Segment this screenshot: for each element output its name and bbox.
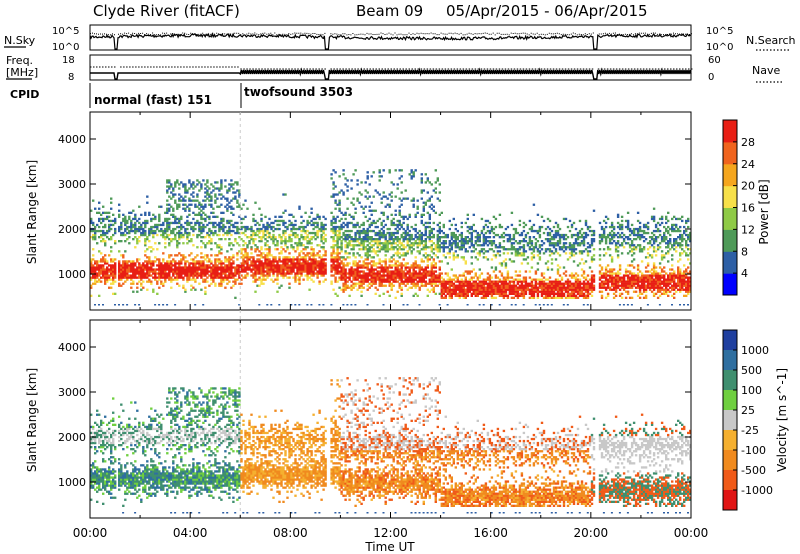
- power-cbar-swatch-2: [723, 229, 737, 252]
- freq-label-line1: Freq.: [6, 54, 33, 67]
- station-title: Clyde River (fitACF): [93, 2, 240, 20]
- power-cbar-tick-4: 20: [741, 180, 755, 193]
- power-cbar-tick-2: 12: [741, 223, 755, 236]
- velocity-cbar-tick-6: -500: [741, 464, 766, 477]
- power-cbar-swatch-6: [723, 141, 737, 165]
- power-cbar-swatch-7: [723, 120, 737, 143]
- noise-right-tick-bottom: 10^0: [706, 42, 733, 53]
- cpid-segment-2: twofsound 3503: [244, 85, 353, 99]
- power-cbar-swatch-1: [723, 251, 737, 274]
- time-tick-1: 04:00: [173, 526, 208, 540]
- velocity-cbar-tick-5: -100: [741, 444, 766, 457]
- noise-search-label: N.Search: [746, 34, 796, 47]
- power-cbar-swatch-3: [723, 207, 737, 230]
- velocity-cbar-tick-0: 1000: [741, 344, 769, 357]
- velocity-cbar-swatch-0: [723, 330, 737, 351]
- freq-right-tick-bottom: 0: [708, 72, 714, 83]
- nave-trace: [90, 66, 693, 70]
- time-tick-5: 20:00: [574, 526, 609, 540]
- time-tick-4: 16:00: [473, 526, 508, 540]
- velocity-panel: 1000 2000 3000 4000 Slant Range [km] 1000 50…: [25, 319, 789, 519]
- velocity-cbar-swatch-6: [723, 450, 737, 471]
- beam-label: Beam 09: [356, 2, 423, 20]
- velocity-ytick-1: 2000: [58, 431, 86, 444]
- velocity-cbar-swatch-4: [723, 410, 737, 431]
- nave-label: Nave: [752, 64, 780, 77]
- velocity-cbar-tick-4: -25: [741, 424, 759, 437]
- noise-search-trace: [90, 32, 692, 36]
- velocity-cbar-tick-7: -1000: [741, 484, 773, 497]
- noise-left-tick-top: 10^5: [52, 26, 79, 37]
- freq-left-tick-top: 18: [62, 55, 75, 66]
- freq-right-tick-top: 60: [708, 55, 721, 66]
- power-cbar-tick-3: 16: [741, 202, 755, 215]
- power-cbar-tick-6: 28: [741, 136, 755, 149]
- power-cbar-tick-5: 24: [741, 158, 755, 171]
- noise-panel: N.Sky 10^5 10^0 10^5 10^0 N.Search: [4, 24, 796, 53]
- cpid-panel: CPID normal (fast) 151 twofsound 3503: [10, 83, 353, 108]
- power-cbar-tick-1: 8: [741, 245, 748, 258]
- power-ytick-3: 4000: [58, 133, 86, 146]
- velocity-cbar-swatch-2: [723, 370, 737, 391]
- power-ylabel: Slant Range [km]: [25, 160, 39, 264]
- freq-left-tick-bottom: 8: [68, 72, 74, 83]
- time-tick-2: 08:00: [273, 526, 308, 540]
- noise-sky-label: N.Sky: [4, 34, 36, 47]
- power-cbar-label: Power [dB]: [757, 179, 771, 244]
- cpid-label: CPID: [10, 88, 39, 101]
- cpid-segment-1: normal (fast) 151: [94, 93, 212, 107]
- velocity-cbar-label: Velocity [m s^-1]: [775, 368, 789, 472]
- velocity-ytick-3: 4000: [58, 341, 86, 354]
- velocity-cbar-swatch-5: [723, 430, 737, 451]
- noise-right-tick-top: 10^5: [706, 26, 733, 37]
- velocity-cbar-swatch-7: [723, 470, 737, 491]
- power-cbar-swatch-5: [723, 163, 737, 187]
- noise-sky-trace: [89, 32, 692, 50]
- velocity-cbar-tick-1: 500: [741, 364, 762, 377]
- power-cbar-swatch-0: [723, 273, 737, 296]
- time-tick-0: 00:00: [73, 526, 108, 540]
- power-panel: 1000 2000 3000 4000 Slant Range [km] 4 8 12 16…: [25, 111, 771, 518]
- time-tick-6: 00:00: [674, 526, 709, 540]
- power-cbar-tick-0: 4: [741, 267, 748, 280]
- time-axis: 00:00 04:00 08:00 12:00 16:00 20:00 00:00: [73, 526, 709, 540]
- velocity-cbar-tick-3: 25: [741, 404, 755, 417]
- date-range: 05/Apr/2015 - 06/Apr/2015: [446, 2, 648, 20]
- freq-label-line2: [MHz]: [6, 66, 38, 79]
- time-tick-3: 12:00: [373, 526, 408, 540]
- power-cbar-swatch-4: [723, 185, 737, 208]
- velocity-cbar-tick-2: 100: [741, 384, 762, 397]
- velocity-ylabel: Slant Range [km]: [25, 368, 39, 472]
- power-ytick-2: 3000: [58, 178, 86, 191]
- noise-left-tick-bottom: 10^0: [52, 42, 79, 53]
- velocity-cbar-swatch-8: [723, 490, 737, 511]
- time-axis-label: Time UT: [364, 540, 415, 554]
- power-ytick-0: 1000: [58, 268, 86, 281]
- freq-panel: Freq. [MHz] 18 8 60 0 Nave: [6, 54, 784, 83]
- velocity-cbar-swatch-1: [723, 350, 737, 371]
- velocity-ytick-2: 3000: [58, 386, 86, 399]
- velocity-cbar-swatch-3: [723, 390, 737, 411]
- power-ytick-1: 2000: [58, 223, 86, 236]
- freq-trace-line: [90, 67, 692, 80]
- velocity-ytick-0: 1000: [58, 476, 86, 489]
